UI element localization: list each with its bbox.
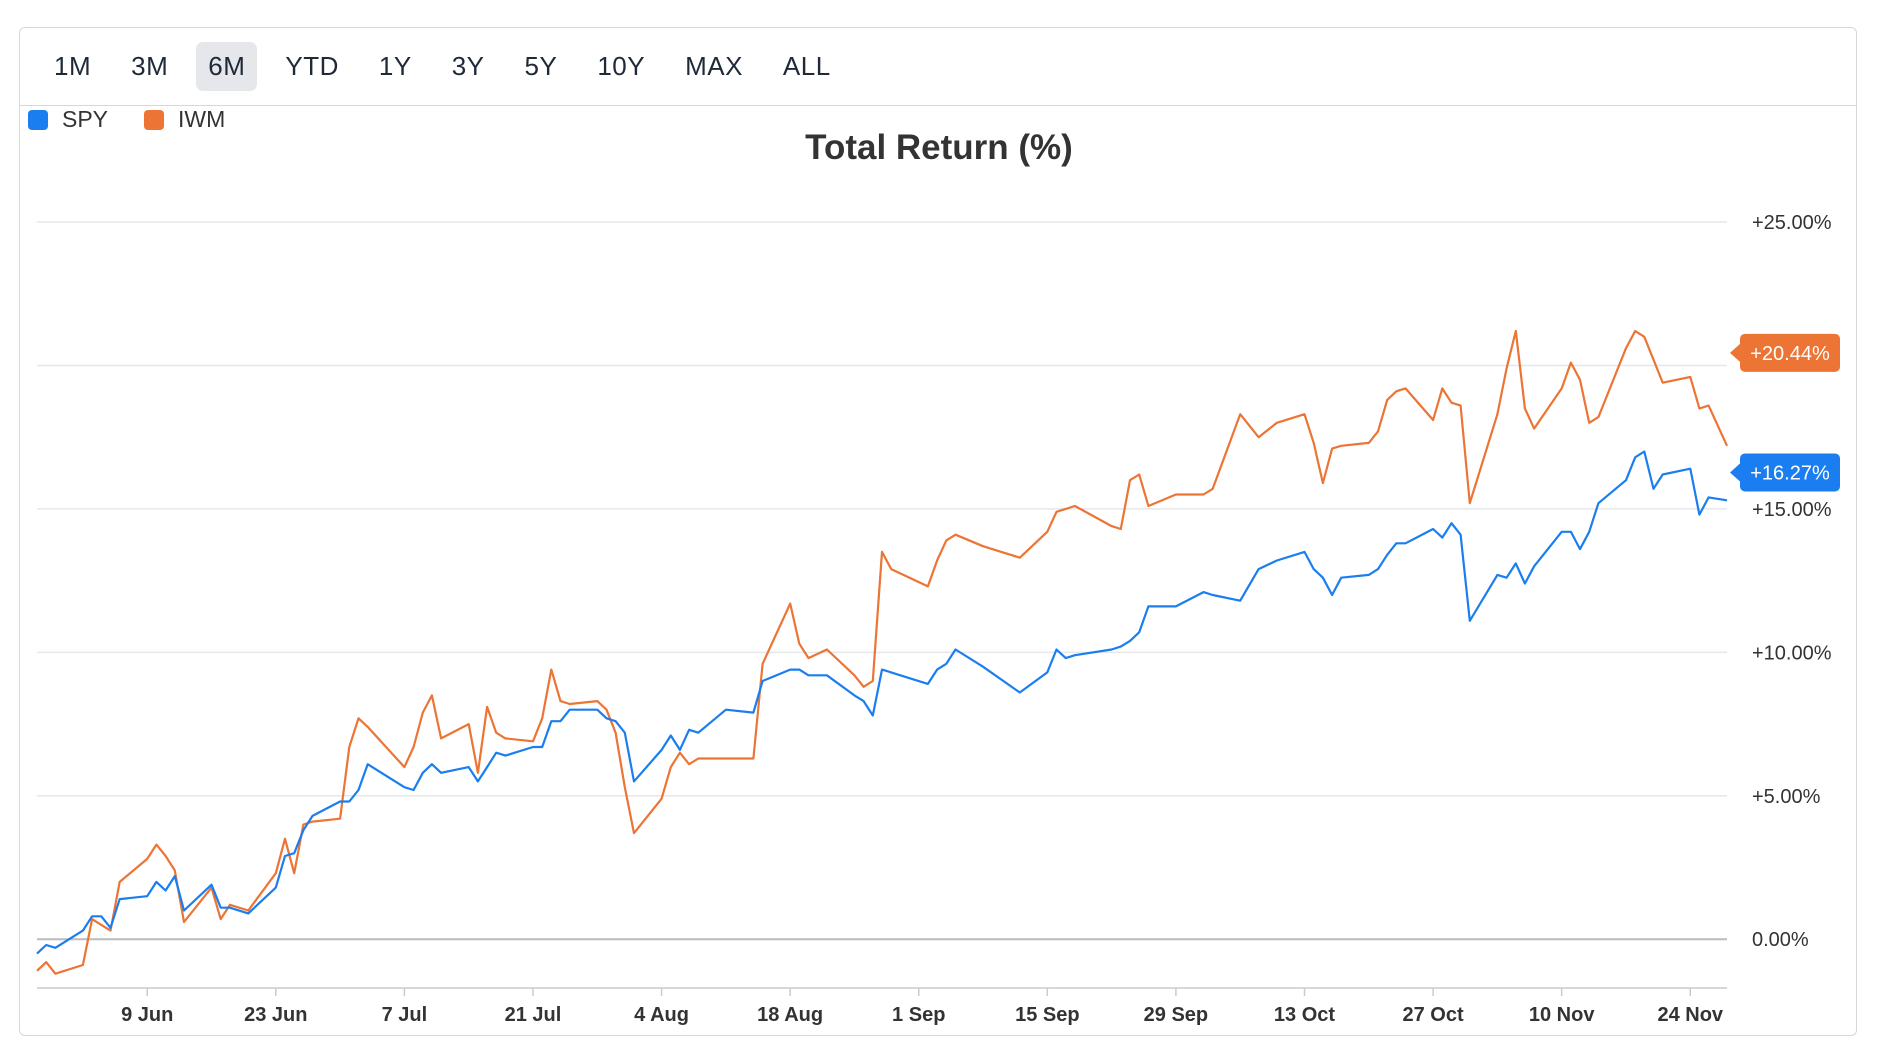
tab-6m[interactable]: 6M	[196, 42, 258, 91]
legend-item-spy[interactable]: SPY	[28, 106, 108, 133]
tab-5y[interactable]: 5Y	[524, 51, 558, 81]
y-tick-label: +5.00%	[1752, 786, 1821, 808]
grid-layer	[37, 221, 1727, 941]
y-tick-label: +10.00%	[1752, 642, 1832, 664]
end-badge-label: +16.27%	[1750, 462, 1830, 484]
legend-label-iwm: IWM	[178, 106, 226, 132]
x-tick-label: 24 Nov	[1657, 1004, 1723, 1026]
tab-10y[interactable]: 10Y	[597, 51, 646, 81]
x-tick-label: 27 Oct	[1403, 1004, 1464, 1026]
tab-3m[interactable]: 3M	[131, 51, 169, 81]
tab-1m[interactable]: 1M	[54, 51, 92, 81]
legend-swatch-spy	[28, 109, 48, 130]
x-tick-label: 29 Sep	[1144, 1004, 1208, 1026]
x-tick-label: 10 Nov	[1529, 1004, 1595, 1026]
x-tick-label: 7 Jul	[382, 1004, 428, 1026]
end-badge-label: +20.44%	[1750, 343, 1830, 365]
x-tick-label: 15 Sep	[1015, 1004, 1079, 1026]
series-layer	[36, 329, 1729, 975]
y-tick-label: +15.00%	[1752, 499, 1832, 521]
x-tick-label: 13 Oct	[1274, 1004, 1335, 1026]
badge-layer: +16.27% +20.44%	[1730, 333, 1840, 492]
legend-label-spy: SPY	[62, 106, 109, 132]
x-tick-label: 18 Aug	[757, 1004, 823, 1026]
end-badge-spy: +16.27%	[1730, 453, 1840, 492]
range-tab-bar: 1M 3M 6M YTD 1Y 3Y 5Y 10Y MAX ALL	[20, 28, 1856, 106]
axis-layer: +25.00% +15.00% +10.00% +5.00% 0.00% 9 Jun 23 …	[37, 212, 1832, 1026]
x-tick-label: 1 Sep	[892, 1004, 945, 1026]
legend-swatch-iwm	[144, 109, 165, 130]
x-tick-label: 21 Jul	[505, 1004, 562, 1026]
tab-max[interactable]: MAX	[685, 51, 743, 81]
chart-legend: SPY IWM	[28, 106, 261, 133]
x-tick-label: 4 Aug	[634, 1004, 689, 1026]
y-tick-label: +25.00%	[1752, 212, 1832, 234]
chart-panel: 1M 3M 6M YTD 1Y 3Y 5Y 10Y MAX ALL	[19, 27, 1857, 1036]
end-badge-iwm: +20.44%	[1730, 333, 1840, 372]
tab-all[interactable]: ALL	[782, 51, 831, 81]
series-line-iwm	[36, 329, 1729, 975]
chart-title: Total Return (%)	[805, 128, 1073, 167]
x-tick-label: 23 Jun	[244, 1004, 307, 1026]
x-tick-label: 9 Jun	[121, 1004, 173, 1026]
legend-item-iwm[interactable]: IWM	[144, 106, 225, 133]
series-line-spy	[36, 450, 1728, 955]
tab-1y[interactable]: 1Y	[378, 51, 412, 81]
y-tick-label: 0.00%	[1752, 929, 1809, 951]
tab-ytd[interactable]: YTD	[285, 51, 339, 81]
tab-3y[interactable]: 3Y	[451, 51, 485, 81]
